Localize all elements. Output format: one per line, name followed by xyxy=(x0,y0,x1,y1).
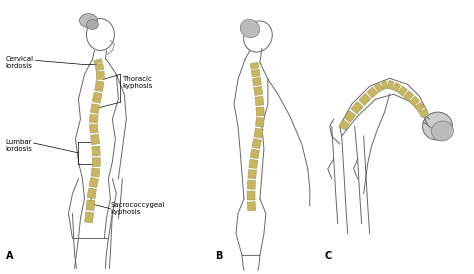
Bar xyxy=(90,115,98,123)
Bar xyxy=(92,92,102,103)
Ellipse shape xyxy=(422,112,452,140)
Bar xyxy=(359,93,371,105)
Bar xyxy=(87,188,96,199)
Bar xyxy=(255,96,264,106)
Bar xyxy=(374,82,383,92)
Ellipse shape xyxy=(86,20,99,30)
Text: C: C xyxy=(325,251,332,261)
Ellipse shape xyxy=(244,21,272,52)
Bar xyxy=(382,81,388,89)
Bar xyxy=(91,134,100,145)
Text: B: B xyxy=(215,251,222,261)
Bar xyxy=(339,120,349,130)
Bar xyxy=(247,180,255,189)
Bar xyxy=(248,170,256,179)
Bar xyxy=(254,86,263,95)
Ellipse shape xyxy=(80,14,98,28)
Ellipse shape xyxy=(431,121,453,141)
Bar xyxy=(250,62,259,69)
Bar xyxy=(398,86,408,96)
Bar xyxy=(85,212,94,223)
Bar xyxy=(89,178,99,188)
Bar xyxy=(251,69,260,77)
Bar xyxy=(392,82,401,92)
Bar xyxy=(252,139,261,149)
Text: Lumbar
lordosis: Lumbar lordosis xyxy=(6,139,33,152)
Bar xyxy=(410,96,419,106)
Bar xyxy=(250,149,259,159)
Bar xyxy=(253,77,261,86)
Text: A: A xyxy=(6,251,13,261)
Bar xyxy=(91,168,100,177)
Bar xyxy=(95,81,104,92)
Bar xyxy=(95,63,104,71)
Bar xyxy=(247,202,256,211)
Bar xyxy=(249,159,258,169)
Bar xyxy=(387,81,394,89)
Bar xyxy=(344,110,356,122)
Bar xyxy=(256,107,264,116)
Bar xyxy=(91,104,100,114)
Bar xyxy=(403,91,414,101)
Bar xyxy=(96,72,104,79)
Bar xyxy=(94,59,102,64)
Bar xyxy=(92,158,100,167)
Bar xyxy=(351,102,363,114)
Bar xyxy=(86,200,95,210)
Bar xyxy=(415,102,425,112)
Ellipse shape xyxy=(240,19,260,38)
Bar xyxy=(419,109,428,118)
Bar xyxy=(367,87,378,98)
Bar xyxy=(92,146,100,156)
Text: Sacrococcygeal
kyphosis: Sacrococcygeal kyphosis xyxy=(110,202,165,215)
Text: Thoracic
kyphosis: Thoracic kyphosis xyxy=(122,76,153,89)
Ellipse shape xyxy=(86,19,114,50)
Bar xyxy=(247,191,255,200)
Bar xyxy=(90,124,98,133)
Bar xyxy=(254,128,263,138)
Text: Cervical
lordosis: Cervical lordosis xyxy=(6,56,34,69)
Bar xyxy=(255,118,264,127)
